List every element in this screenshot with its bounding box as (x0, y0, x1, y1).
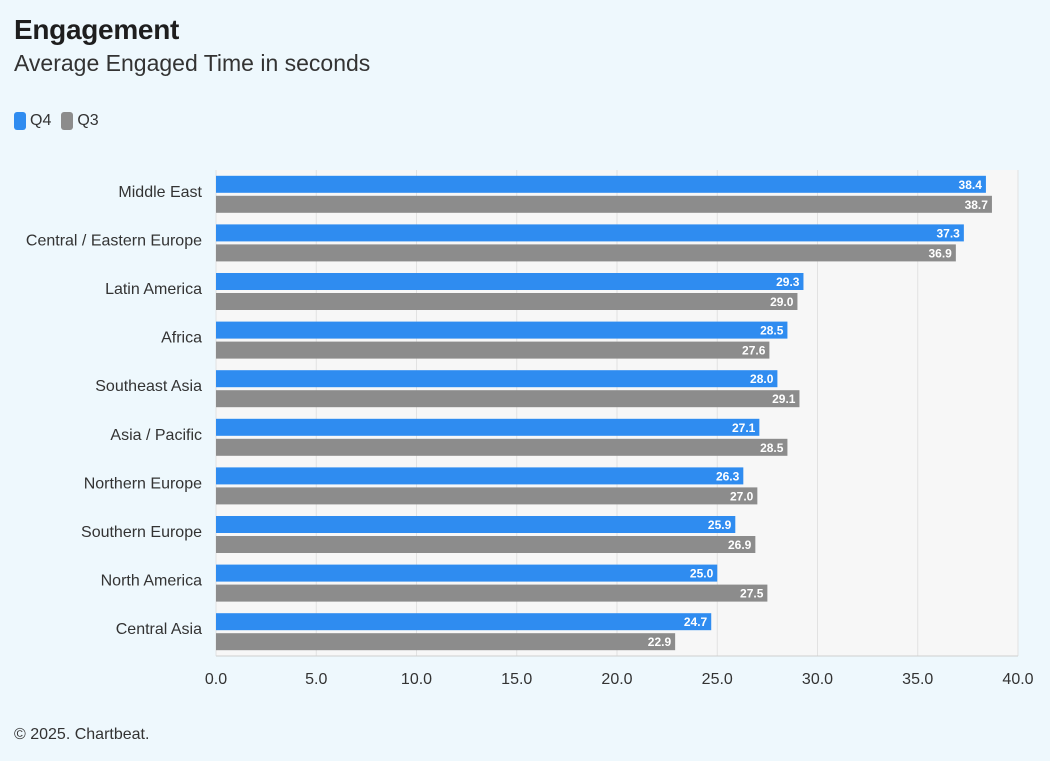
legend: Q4 Q3 (14, 112, 99, 130)
category-label: Southern Europe (81, 524, 202, 541)
chart-subtitle: Average Engaged Time in seconds (14, 50, 371, 76)
bar-q3 (216, 438, 788, 456)
x-tick-label: 15.0 (501, 671, 532, 688)
chart-title: Engagement (14, 14, 180, 45)
category-label: Middle East (118, 184, 202, 201)
data-label: 28.5 (760, 441, 784, 455)
data-label: 22.9 (648, 635, 672, 649)
data-label: 27.6 (742, 344, 766, 358)
category-label: Central Asia (116, 621, 202, 638)
data-label: 27.1 (732, 421, 756, 435)
bar-q3 (216, 244, 956, 262)
data-label: 25.0 (690, 567, 714, 581)
bar-q4 (216, 418, 760, 436)
data-label: 29.1 (772, 392, 796, 406)
bar-q3 (216, 341, 770, 359)
bar-q4 (216, 321, 788, 339)
data-label: 28.5 (760, 324, 784, 338)
category-label: Asia / Pacific (110, 427, 202, 444)
bar-q3 (216, 487, 758, 505)
x-tick-label: 40.0 (1002, 671, 1033, 688)
data-label: 28.0 (750, 372, 774, 386)
footer-credit: © 2025. Chartbeat. (14, 726, 150, 743)
legend-item-q4[interactable]: Q4 (14, 112, 51, 130)
legend-swatch-q3 (61, 112, 74, 130)
x-tick-label: 20.0 (601, 671, 632, 688)
category-label: North America (101, 573, 202, 590)
data-label: 26.9 (728, 538, 752, 552)
data-label: 38.4 (959, 178, 983, 192)
bar-q4 (216, 516, 736, 533)
legend-item-q3[interactable]: Q3 (61, 112, 99, 130)
x-tick-label: 10.0 (401, 671, 432, 688)
data-label: 27.0 (730, 489, 754, 503)
bar-q4 (216, 613, 712, 631)
bar-q4 (216, 224, 964, 242)
bar-q3 (216, 536, 756, 553)
data-label: 24.7 (684, 615, 708, 629)
legend-label-q4: Q4 (30, 112, 52, 129)
data-label: 29.0 (770, 295, 794, 309)
data-label: 36.9 (928, 246, 952, 260)
category-label: Africa (161, 330, 202, 347)
data-label: 38.7 (965, 198, 989, 212)
category-label: Central / Eastern Europe (26, 232, 202, 249)
data-label: 37.3 (937, 226, 961, 240)
x-tick-label: 35.0 (902, 671, 933, 688)
bar-q4 (216, 175, 986, 193)
data-label: 29.3 (776, 275, 800, 289)
x-tick-label: 0.0 (205, 671, 227, 688)
legend-label-q3: Q3 (77, 112, 99, 129)
legend-swatch-q4 (14, 112, 26, 130)
bar-q3 (216, 633, 676, 651)
category-label: Southeast Asia (95, 378, 202, 395)
data-label: 27.5 (740, 587, 764, 601)
bar-q3 (216, 584, 768, 602)
bar-q4 (216, 467, 744, 485)
bar-q3 (216, 293, 798, 310)
bar-q4 (216, 273, 804, 290)
bar-q4 (216, 564, 718, 582)
data-label: 26.3 (716, 469, 740, 483)
bar-q3 (216, 390, 800, 408)
bar-q4 (216, 370, 778, 388)
data-label: 25.9 (708, 518, 732, 532)
x-tick-label: 25.0 (702, 671, 733, 688)
x-tick-label: 30.0 (802, 671, 833, 688)
bar-q3 (216, 195, 992, 213)
x-tick-label: 5.0 (305, 671, 327, 688)
category-label: Latin America (105, 281, 202, 298)
category-label: Northern Europe (84, 475, 202, 492)
